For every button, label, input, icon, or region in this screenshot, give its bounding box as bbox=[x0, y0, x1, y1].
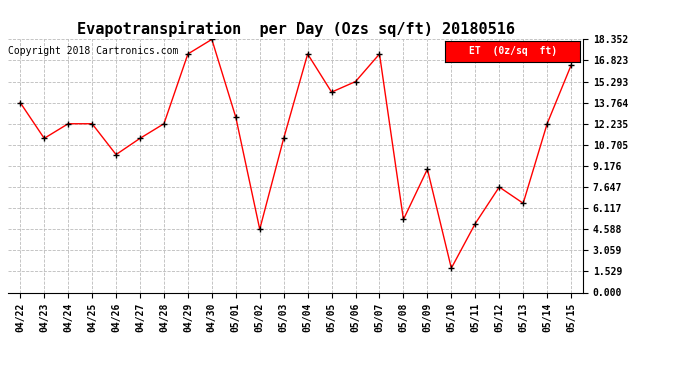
Title: Evapotranspiration  per Day (Ozs sq/ft) 20180516: Evapotranspiration per Day (Ozs sq/ft) 2… bbox=[77, 21, 515, 37]
Text: Copyright 2018 Cartronics.com: Copyright 2018 Cartronics.com bbox=[8, 46, 179, 56]
